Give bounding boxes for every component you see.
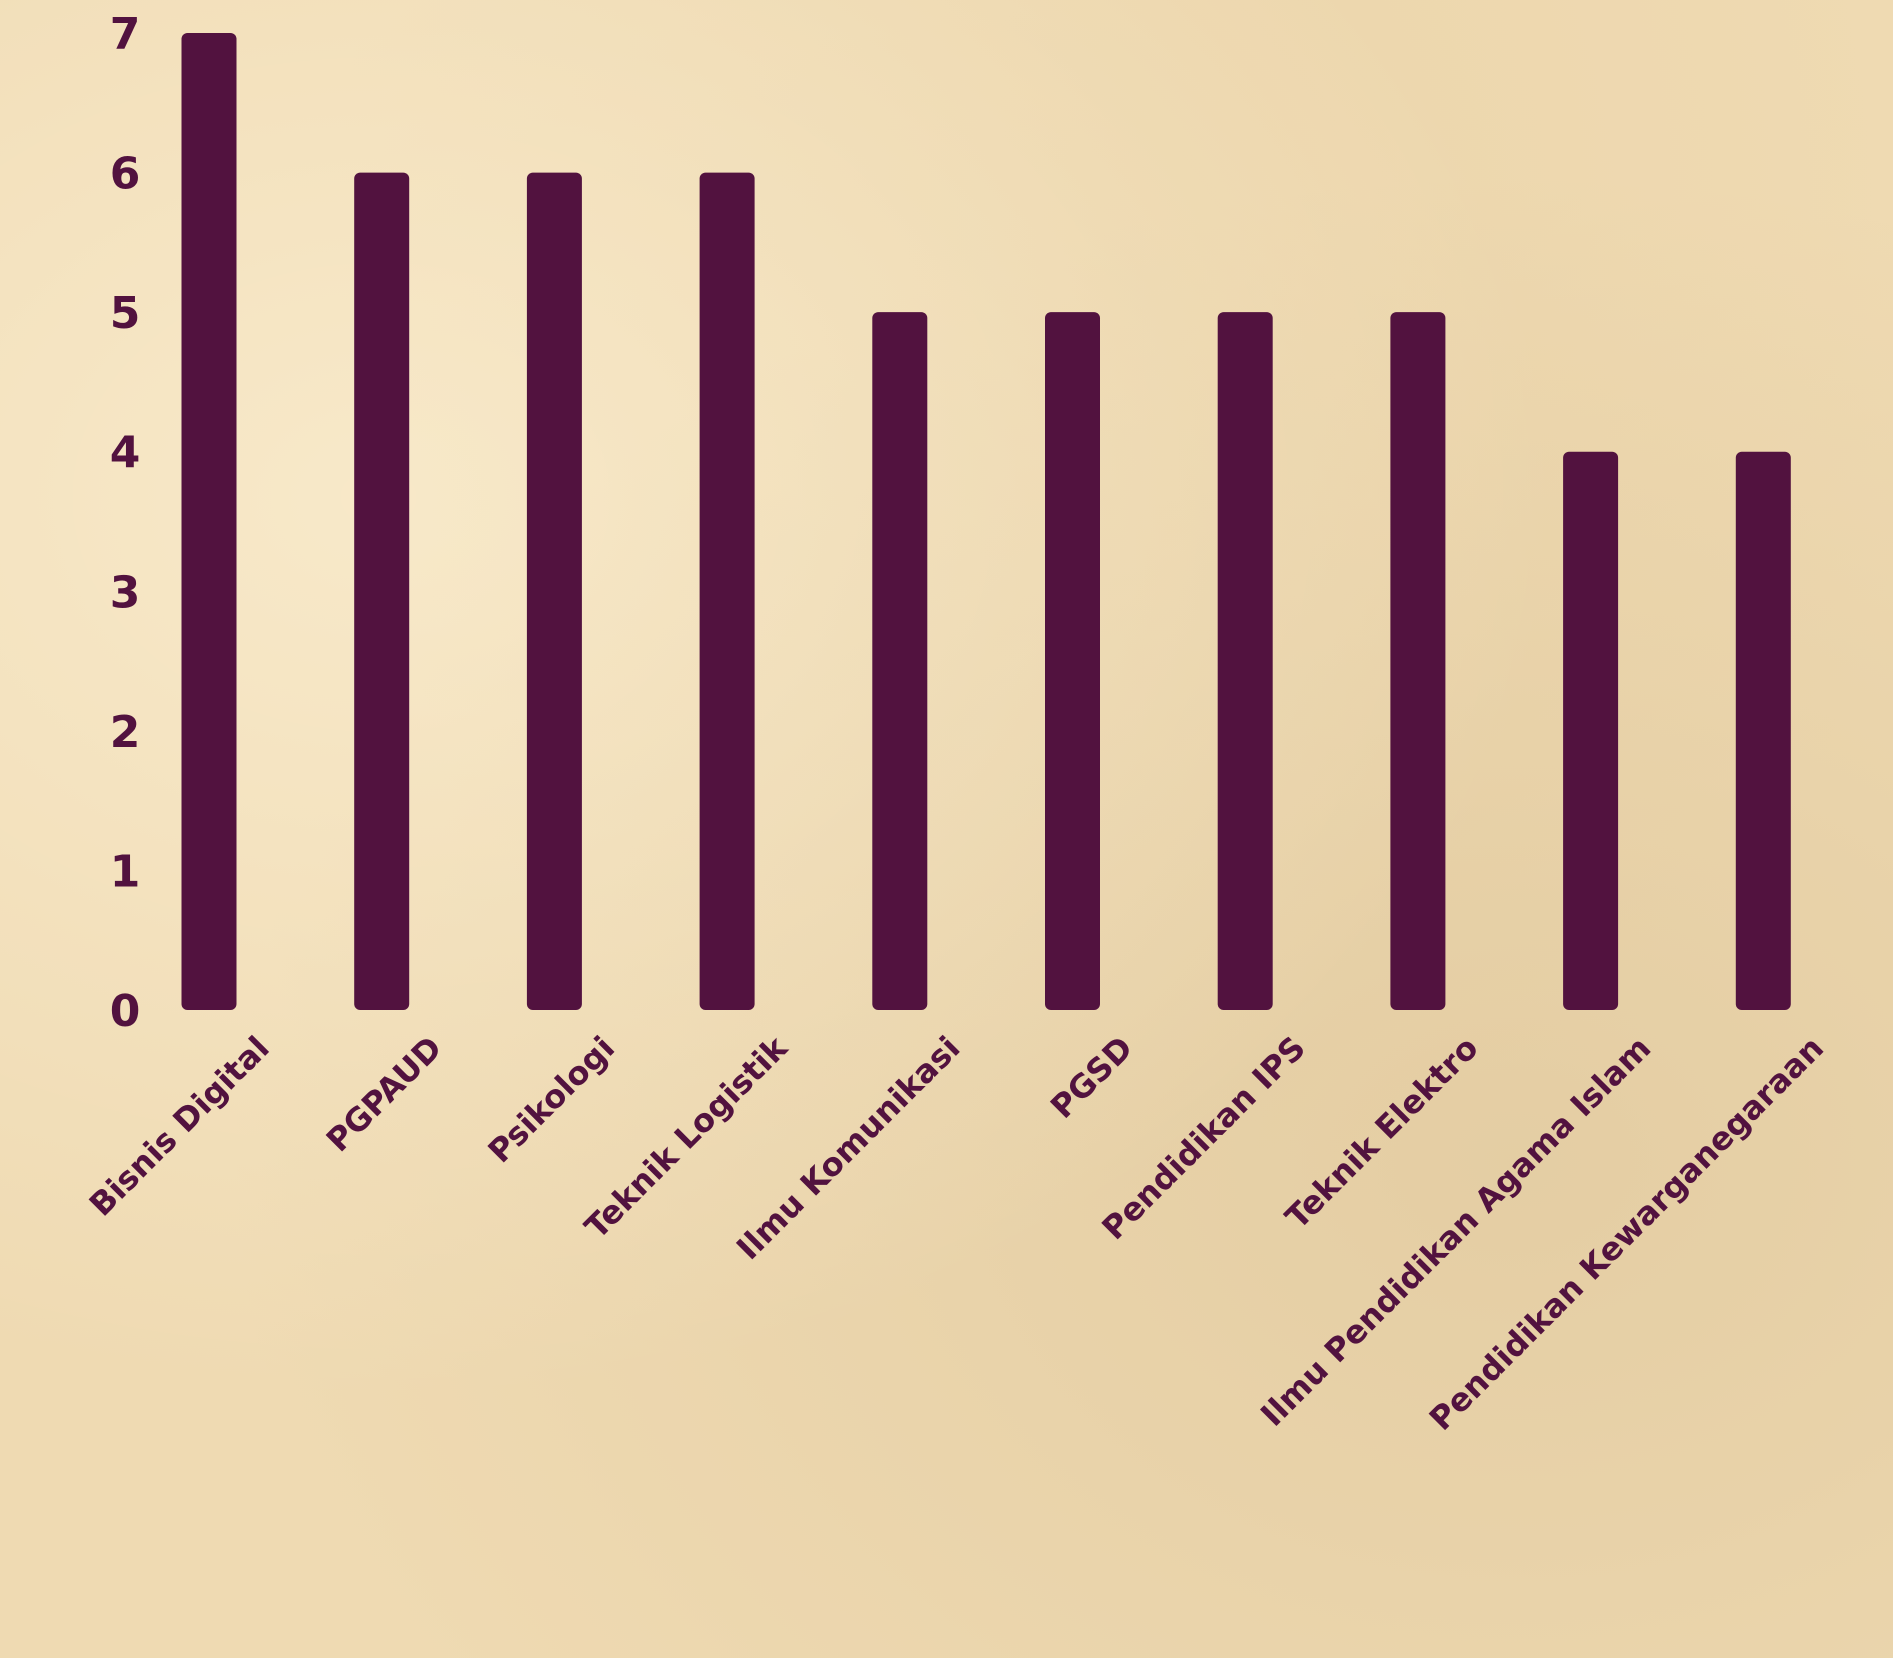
bar bbox=[1735, 451, 1791, 1010]
y-tick-label: 0 bbox=[110, 986, 141, 1037]
bar bbox=[1390, 312, 1446, 1011]
x-tick-label: PGPAUD bbox=[319, 1029, 450, 1160]
bar bbox=[1217, 312, 1273, 1011]
y-tick-label: 2 bbox=[110, 707, 141, 758]
y-tick-label: 6 bbox=[110, 149, 141, 200]
x-tick-label: Ilmu Pendidikan Agama Islam bbox=[1253, 1029, 1658, 1434]
x-tick-label: Psikologi bbox=[481, 1029, 623, 1171]
bar-series bbox=[181, 33, 1791, 1011]
bar bbox=[181, 33, 237, 1010]
x-tick-label: Pendidikan Kewarganegaraan bbox=[1422, 1029, 1831, 1438]
x-tick-label: Bisnis Digital bbox=[82, 1029, 277, 1224]
bar bbox=[699, 172, 755, 1011]
bar bbox=[1563, 451, 1619, 1010]
y-tick-label: 5 bbox=[110, 288, 141, 339]
bar bbox=[526, 172, 582, 1011]
y-axis: 0 1 2 3 4 5 6 7 bbox=[110, 9, 141, 1037]
bar bbox=[354, 172, 410, 1011]
bar bbox=[1045, 312, 1100, 1011]
y-tick-label: 7 bbox=[110, 9, 141, 60]
y-tick-label: 4 bbox=[110, 428, 141, 479]
x-tick-label: PGSD bbox=[1043, 1029, 1140, 1126]
y-tick-label: 3 bbox=[110, 567, 141, 618]
y-tick-label: 1 bbox=[110, 846, 141, 897]
bar bbox=[872, 312, 928, 1011]
